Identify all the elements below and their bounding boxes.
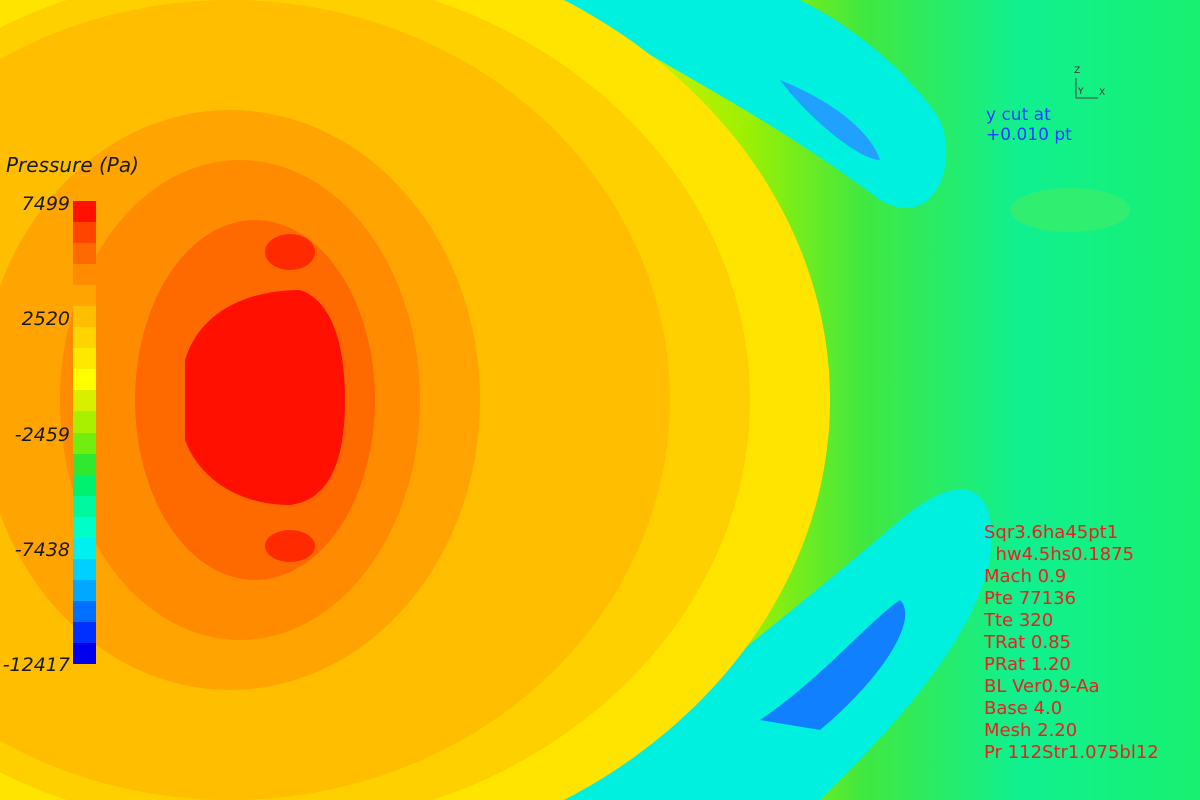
param-line: BL Ver0.9-Aa (984, 676, 1100, 697)
colorbar-tick-min: -12417 (2, 654, 70, 676)
axis-z-label: Z (1074, 66, 1081, 76)
high-pressure-spot-lower (265, 530, 315, 562)
colorbar-segment (73, 475, 96, 496)
colorbar (73, 201, 96, 664)
colorbar-segment (73, 264, 96, 285)
colorbar-segment (73, 601, 96, 622)
param-line: Mesh 2.20 (984, 720, 1078, 741)
colorbar-segment (73, 622, 96, 643)
colorbar-segment (73, 327, 96, 348)
low-pressure-core-upper (780, 80, 880, 160)
high-pressure-spot-upper (265, 234, 315, 270)
colorbar-segment (73, 517, 96, 538)
colorbar-segment (73, 348, 96, 369)
colorbar-segment (73, 559, 96, 580)
low-pressure-region-upper (560, 0, 947, 209)
colorbar-title: Pressure (Pa) (6, 153, 139, 177)
colorbar-tick-3: -2459 (14, 424, 70, 446)
colorbar-segment (73, 454, 96, 475)
param-line: hw4.5hs0.1875 (984, 544, 1134, 565)
low-pressure-core-lower (760, 600, 906, 730)
green-eddy (1010, 188, 1130, 232)
colorbar-tick-4: -7438 (14, 539, 70, 561)
cut-label-line-2: +0.010 pt (986, 125, 1072, 145)
axes-triad-icon (1075, 78, 1098, 99)
colorbar-segment (73, 285, 96, 306)
param-line: Mach 0.9 (984, 566, 1067, 587)
param-line: Base 4.0 (984, 698, 1063, 719)
param-line: Tte 320 (984, 610, 1054, 631)
axis-y-label: Y (1078, 87, 1084, 97)
colorbar-segment (73, 243, 96, 264)
colorbar-segment (73, 201, 96, 222)
colorbar-segment (73, 411, 96, 433)
colorbar-segment (73, 496, 96, 517)
param-line: Pr 112Str1.075bl12 (984, 742, 1159, 763)
colorbar-segment (73, 369, 96, 390)
cut-label-line-1: y cut at (986, 105, 1051, 125)
colorbar-segment (73, 538, 96, 559)
colorbar-segment (73, 433, 96, 454)
colorbar-segment (73, 580, 96, 601)
colorbar-tick-max: 7499 (21, 193, 70, 215)
colorbar-segment (73, 222, 96, 243)
colorbar-tick-2: 2520 (21, 308, 70, 330)
param-line: Pte 77136 (984, 588, 1076, 609)
param-line: PRat 1.20 (984, 654, 1071, 675)
axes-triad: Z Y X (1068, 66, 1108, 102)
param-line: Sqr3.6ha45pt1 (984, 522, 1119, 543)
high-pressure-core (185, 290, 345, 505)
colorbar-segment (73, 390, 96, 411)
colorbar-segment (73, 643, 96, 664)
param-line: TRat 0.85 (984, 632, 1071, 653)
axis-x-label: X (1099, 88, 1106, 98)
colorbar-segment (73, 306, 96, 327)
